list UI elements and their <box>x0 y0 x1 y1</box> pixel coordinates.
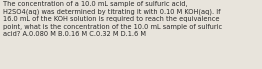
Text: The concentration of a 10.0 mL sample of sulfuric acid,
H2SO4(aq) was determined: The concentration of a 10.0 mL sample of… <box>3 1 222 37</box>
